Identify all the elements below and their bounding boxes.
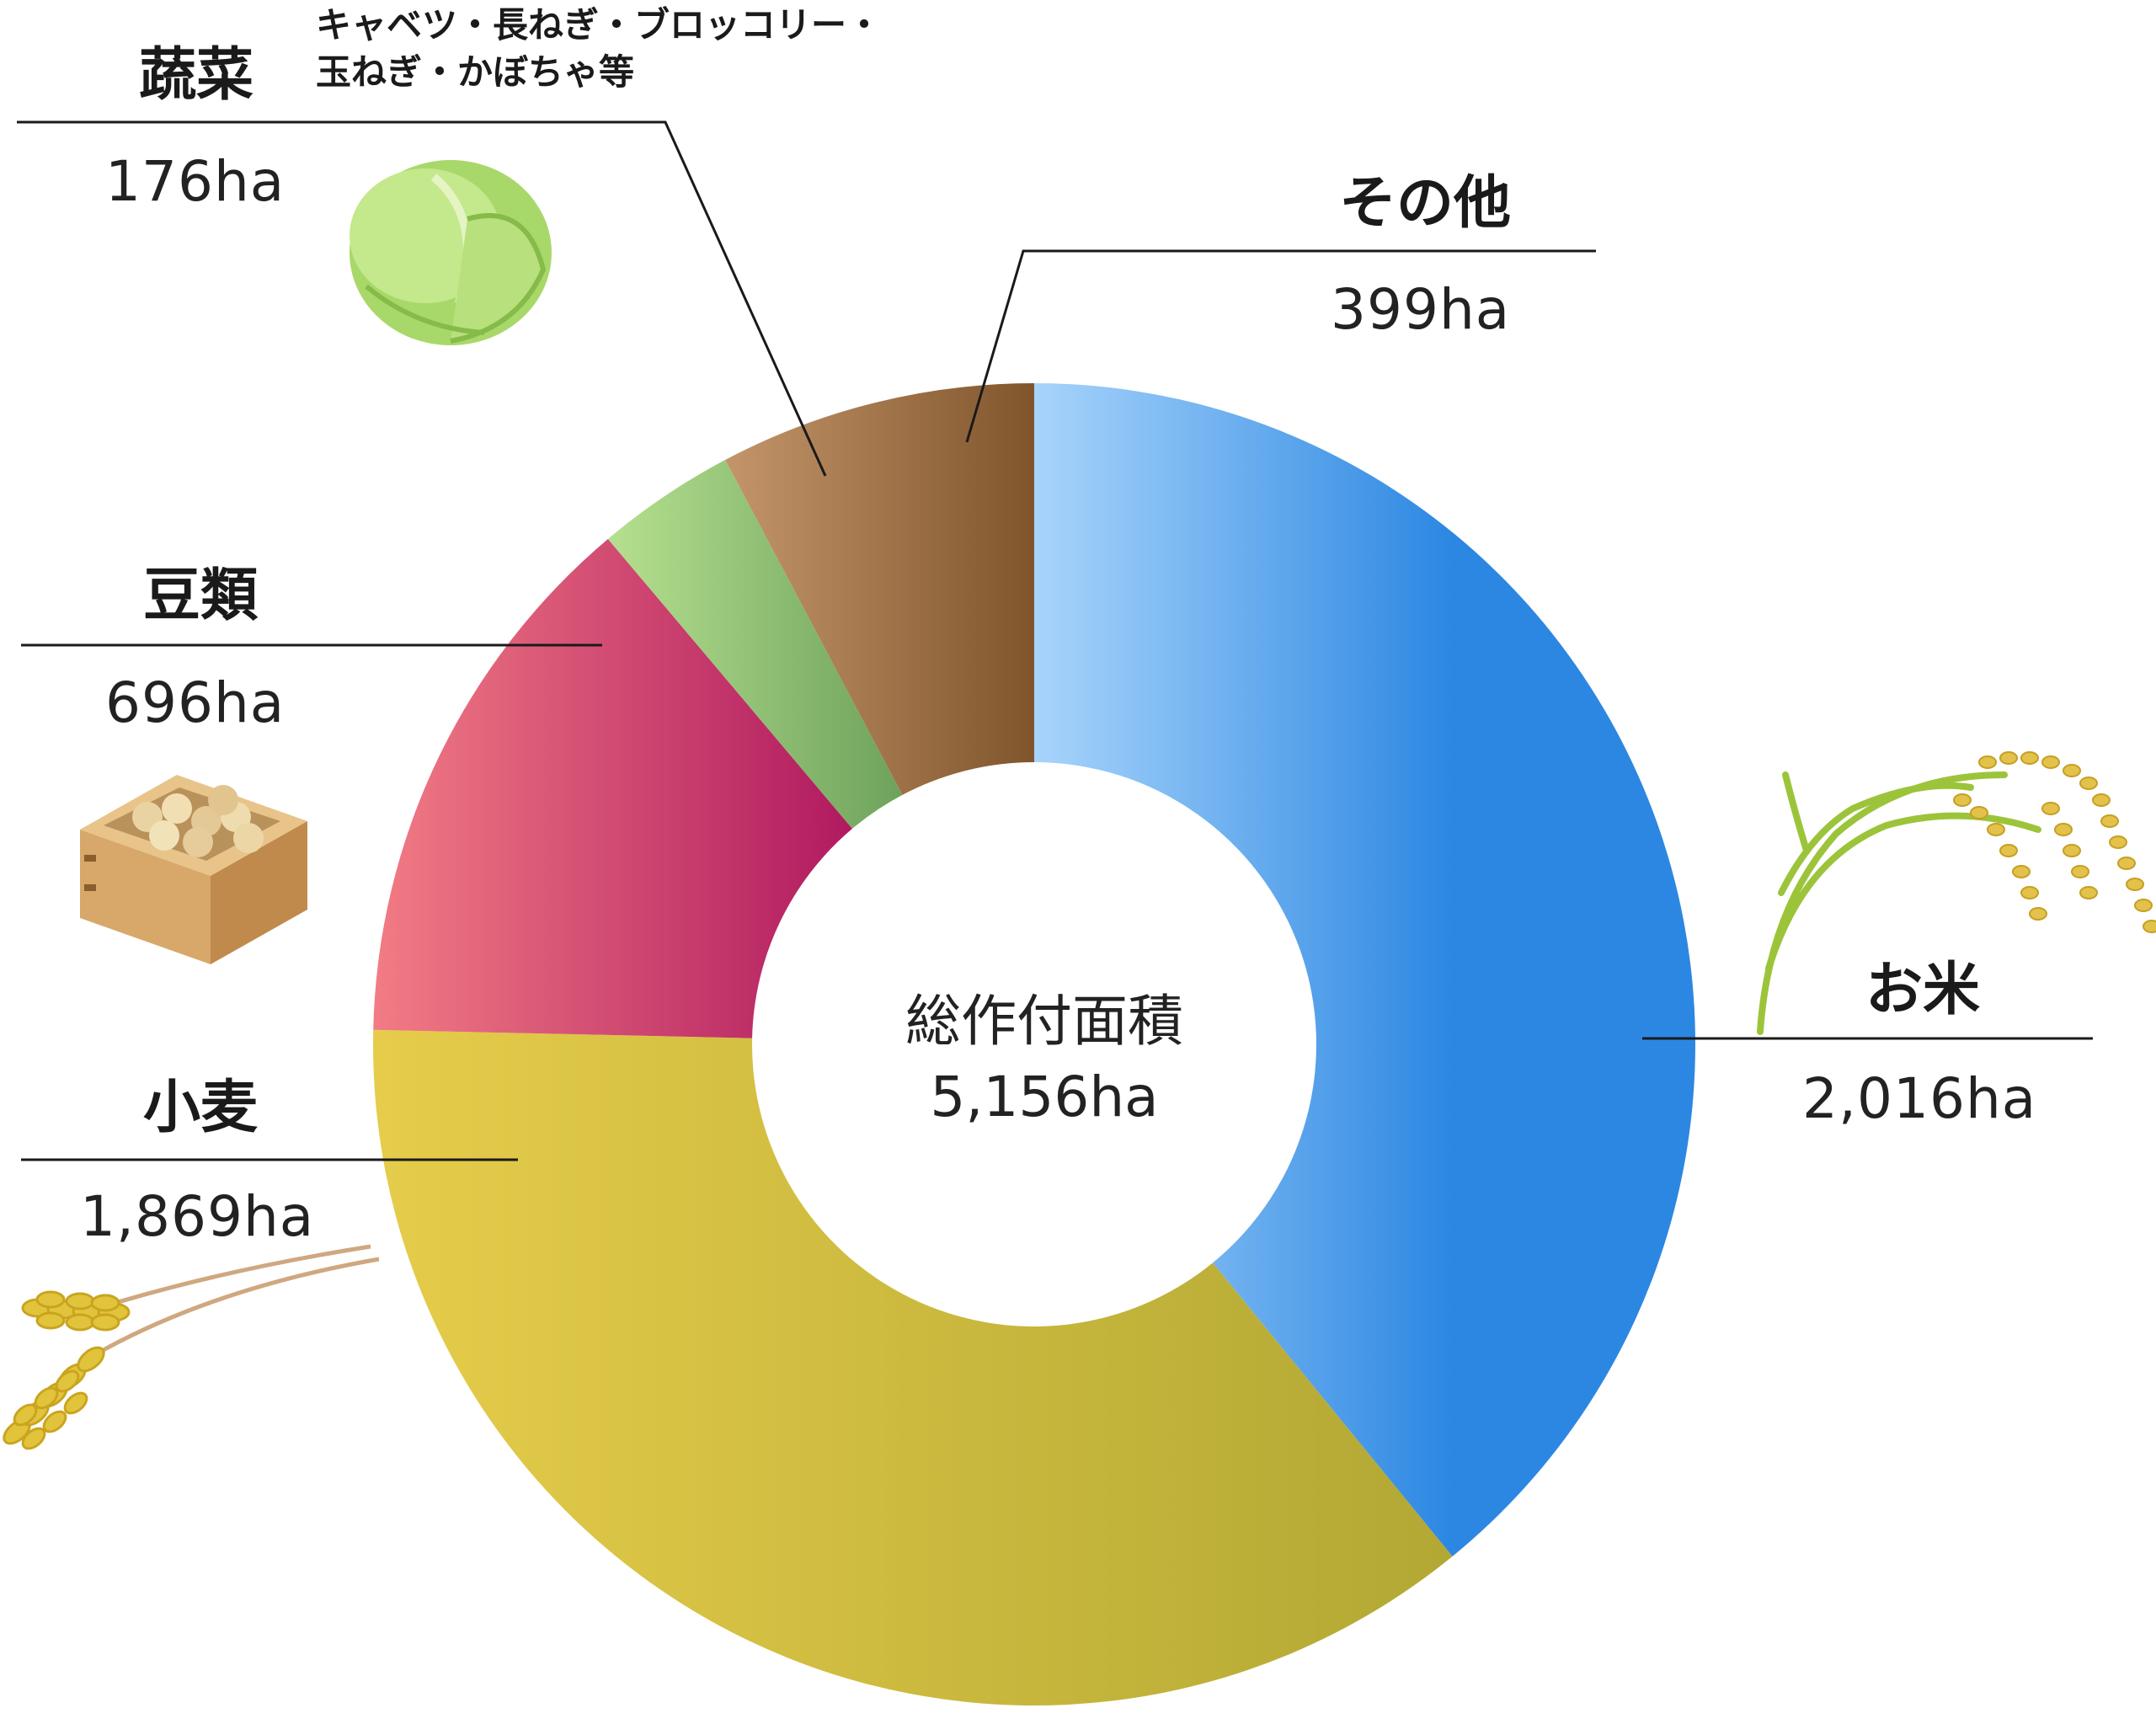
leader-line-3 [17,120,827,477]
value-beans: 696ha [105,670,286,735]
label-beans: 豆類 [143,563,259,629]
label-vegetables: 蔬菜 [139,42,254,109]
slice-4 [725,383,1034,795]
cabbage-icon [350,160,552,345]
slice-3 [607,459,903,829]
leader-line-4 [965,249,1596,443]
wheat-icon [3,1244,380,1450]
slice-1 [372,1029,1453,1705]
slice-0 [1034,383,1695,1556]
slice-2 [373,538,853,1038]
donut-slices [372,383,1695,1705]
soybeans-icon [80,775,307,964]
label-wheat: 小麦 [143,1075,259,1141]
label-rice: お米 [1865,957,1981,1023]
value-wheat: 1,869ha [80,1184,315,1249]
vegetables-note-line2: 玉ねぎ・かぼちゃ等 [316,51,635,93]
center-total: 5,156ha [930,1065,1159,1129]
center-title: 総作付面積 [905,989,1183,1054]
vegetables-note-line1: キャベツ・長ねぎ・ブロッコリー・ [316,4,883,45]
value-other: 399ha [1331,277,1511,342]
value-rice: 2,016ha [1802,1066,2037,1131]
rice-icon [1757,751,2156,1035]
label-other: その他 [1339,170,1512,237]
value-vegetables: 176ha [105,149,286,214]
leader-lines [17,120,2093,1161]
